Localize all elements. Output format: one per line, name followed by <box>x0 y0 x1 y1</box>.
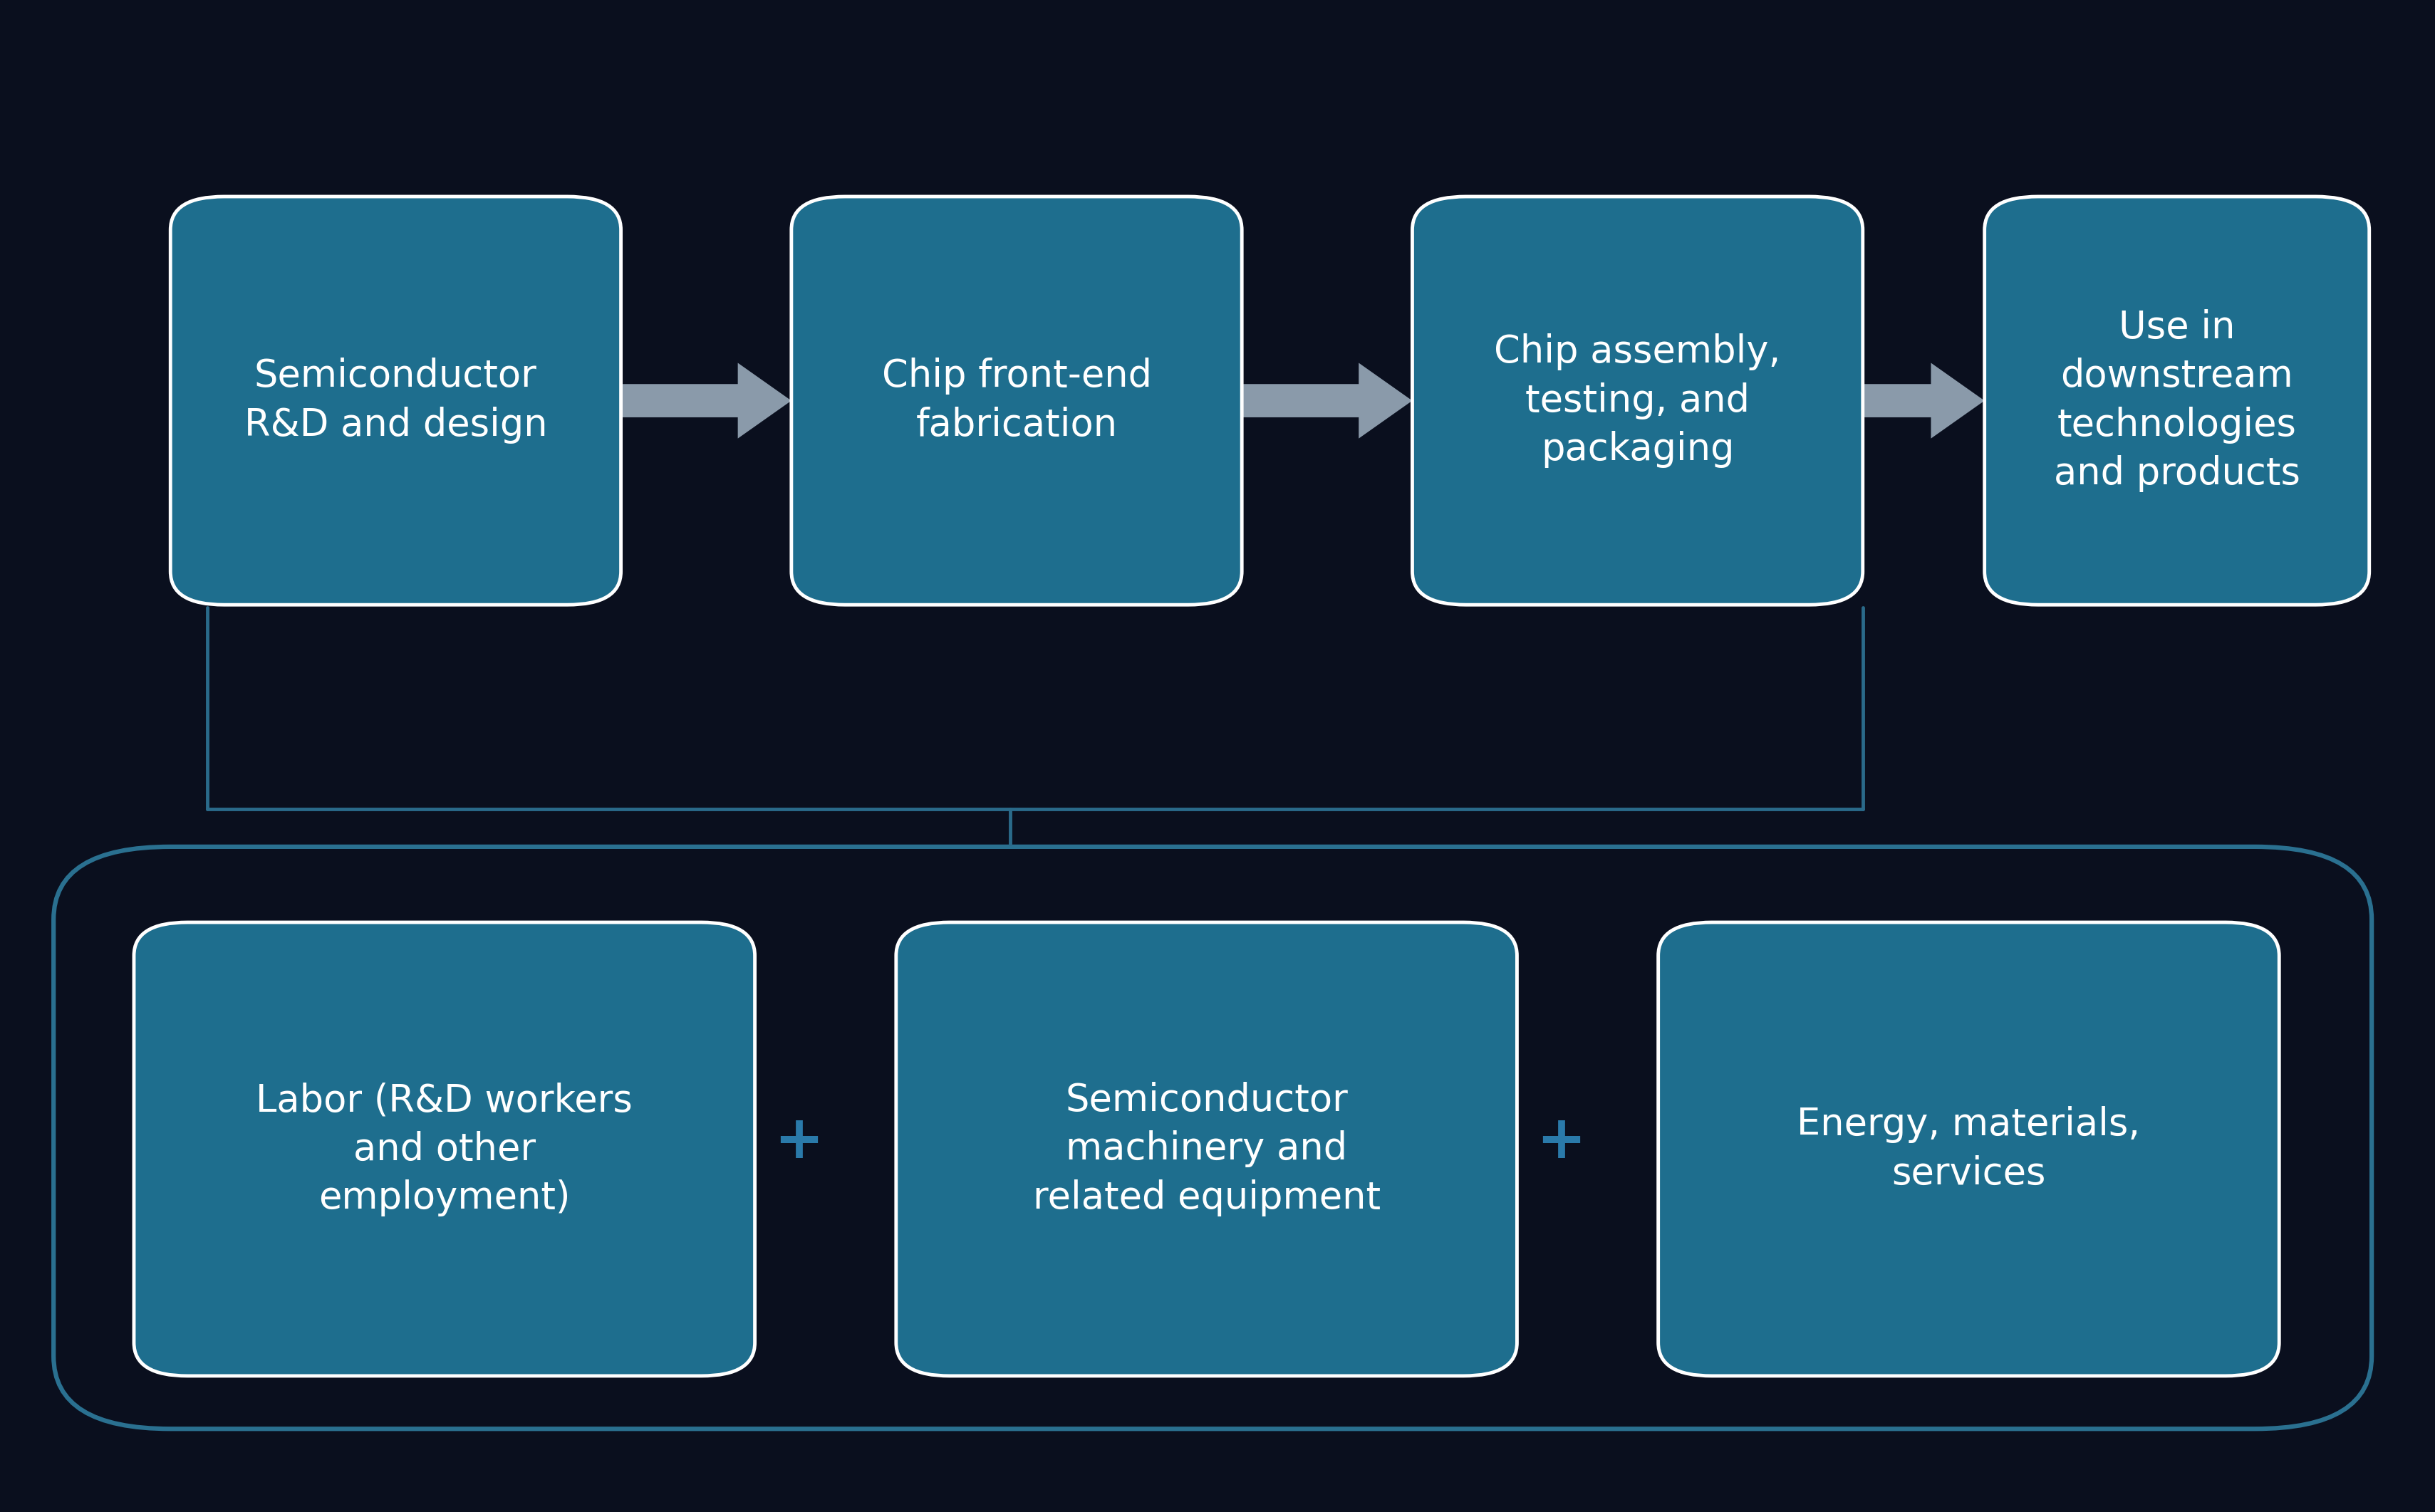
Text: Chip assembly,
testing, and
packaging: Chip assembly, testing, and packaging <box>1495 334 1780 467</box>
Text: +: + <box>1536 1113 1585 1170</box>
Text: Use in
downstream
technologies
and products: Use in downstream technologies and produ… <box>2053 308 2301 493</box>
FancyBboxPatch shape <box>896 922 1517 1376</box>
Polygon shape <box>1863 363 1985 438</box>
Text: Labor (R&D workers
and other
employment): Labor (R&D workers and other employment) <box>256 1083 633 1216</box>
Text: Semiconductor
R&D and design: Semiconductor R&D and design <box>244 358 548 443</box>
FancyBboxPatch shape <box>134 922 755 1376</box>
FancyBboxPatch shape <box>791 197 1242 605</box>
FancyBboxPatch shape <box>1985 197 2369 605</box>
Text: Chip front-end
fabrication: Chip front-end fabrication <box>881 358 1152 443</box>
FancyBboxPatch shape <box>170 197 621 605</box>
Polygon shape <box>621 363 791 438</box>
Text: Energy, materials,
services: Energy, materials, services <box>1797 1107 2140 1191</box>
Polygon shape <box>1242 363 1412 438</box>
Text: +: + <box>774 1113 823 1170</box>
FancyBboxPatch shape <box>1412 197 1863 605</box>
FancyBboxPatch shape <box>54 847 2372 1429</box>
Text: Semiconductor
machinery and
related equipment: Semiconductor machinery and related equi… <box>1032 1083 1381 1216</box>
FancyBboxPatch shape <box>1658 922 2279 1376</box>
